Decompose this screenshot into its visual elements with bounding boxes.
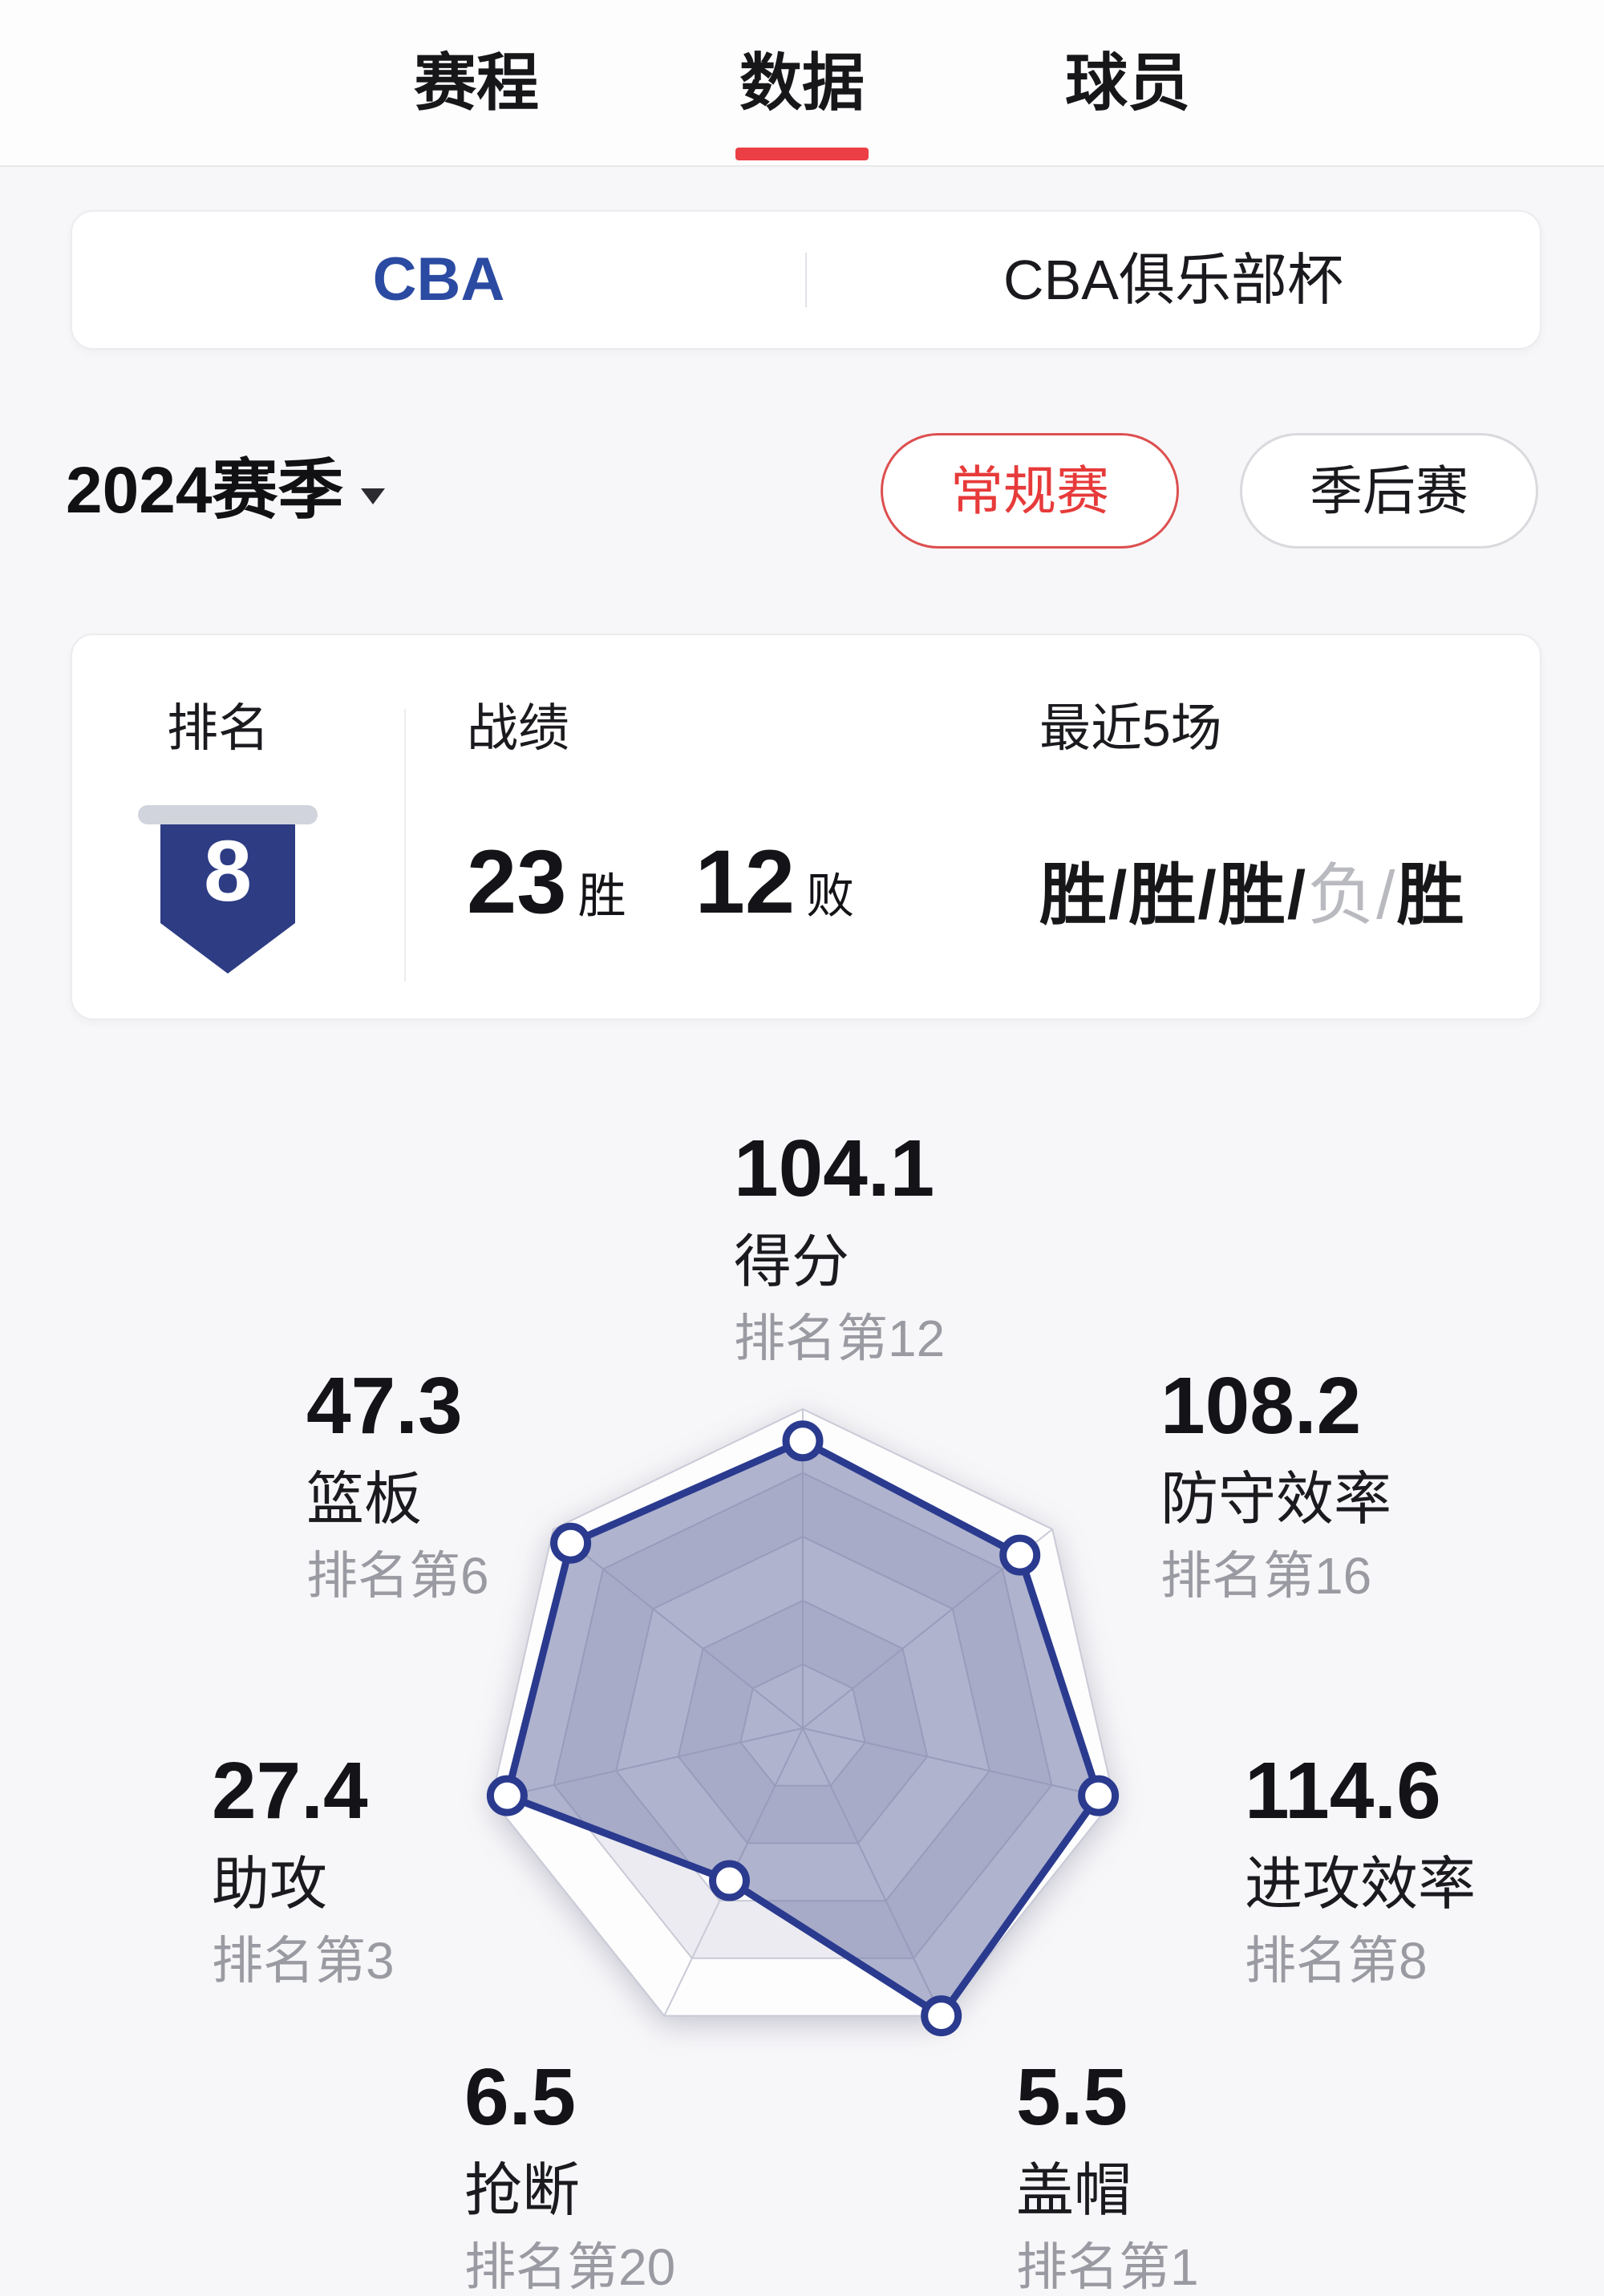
top-tab-bar: 赛程 数据 球员 (0, 0, 1604, 167)
radar-axis-blocks: 5.5 盖帽 排名第1 (1016, 2055, 1199, 2295)
rebounds-rank: 排名第6 (306, 1547, 489, 1606)
radar-axis-rebounds: 47.3 篮板 排名第6 (306, 1363, 489, 1604)
steals-value: 6.5 (464, 2052, 577, 2142)
last5-title: 最近5场 (1039, 699, 1222, 757)
offensive-rating-value: 114.6 (1245, 1746, 1441, 1836)
league-divider (805, 253, 807, 307)
radar-marker (999, 1534, 1041, 1576)
record-line: 23 胜 12 败 (467, 837, 854, 927)
last5-separator: / (1108, 857, 1129, 933)
last5-result: 胜 (1217, 857, 1287, 933)
record-title: 战绩 (467, 699, 569, 757)
rank-title: 排名 (167, 699, 269, 757)
active-tab-underline (735, 148, 869, 160)
last5-results: 胜 / 胜 / 胜 / 负 / 胜 (1039, 861, 1465, 929)
radar-axis-assists: 27.4 助攻 排名第3 (212, 1748, 395, 1989)
radar-marker (921, 1995, 962, 2037)
last5-separator: / (1197, 857, 1218, 933)
score-rank: 排名第12 (734, 1310, 946, 1368)
offensive-rating-rank: 排名第8 (1245, 1932, 1428, 1990)
last5-result: 胜 (1396, 857, 1466, 933)
radar-chart (486, 1407, 1120, 2037)
blocks-value: 5.5 (1016, 2052, 1128, 2142)
offensive-rating-label: 进攻效率 (1245, 1853, 1476, 1917)
rank-pennant-icon: 8 (160, 805, 295, 974)
tab-data-label: 数据 (739, 47, 865, 118)
radar-marker (550, 1522, 592, 1564)
blocks-rank: 排名第1 (1016, 2238, 1199, 2296)
radar-series-polygon (503, 1437, 1103, 2020)
defensive-rating-label: 防守效率 (1160, 1468, 1392, 1532)
assists-rank: 排名第3 (212, 1932, 395, 1990)
assists-label: 助攻 (212, 1853, 328, 1917)
rank-badge-bar (138, 805, 318, 824)
last5-result: 胜 (1128, 857, 1198, 933)
losses-unit: 败 (806, 869, 855, 923)
steals-rank: 排名第20 (464, 2238, 676, 2296)
radar-marker (782, 1420, 824, 1462)
league-switch-card: CBA CBA俱乐部杯 (71, 210, 1541, 350)
tab-players[interactable]: 球员 (1065, 47, 1191, 118)
radar-axis-score: 104.1 得分 排名第12 (734, 1126, 945, 1367)
playoffs-pill[interactable]: 季后赛 (1240, 433, 1538, 549)
radar-marker (708, 1860, 750, 1901)
chevron-down-icon (361, 488, 386, 504)
defensive-rating-rank: 排名第16 (1160, 1547, 1372, 1606)
last5-result: 负 (1307, 857, 1377, 933)
season-label: 2024赛季 (66, 454, 344, 527)
score-label: 得分 (734, 1230, 850, 1294)
season-row: 2024赛季 常规赛 季后赛 (0, 433, 1604, 549)
blocks-label: 盖帽 (1016, 2159, 1132, 2223)
rebounds-label: 篮板 (306, 1468, 423, 1532)
last5-separator: / (1286, 857, 1308, 933)
last5-separator: / (1376, 857, 1397, 933)
last5-result: 胜 (1039, 857, 1109, 933)
rank-value: 8 (203, 822, 253, 919)
radar-marker (486, 1775, 528, 1816)
summary-divider (404, 709, 406, 982)
rank-badge: 8 (138, 805, 318, 978)
tab-data[interactable]: 数据 (735, 51, 869, 160)
radar-marker (1078, 1775, 1120, 1816)
team-summary-card: 排名 8 战绩 23 胜 12 败 最近5场 胜 / 胜 / 胜 / 负 / 胜 (71, 634, 1541, 1020)
radar-axis-offensive-rating: 114.6 进攻效率 排名第8 (1245, 1748, 1476, 1989)
steals-label: 抢断 (464, 2159, 581, 2223)
radar-axis-steals: 6.5 抢断 排名第20 (464, 2055, 675, 2295)
league-option-cba-club-cup[interactable]: CBA俱乐部杯 (1003, 249, 1343, 311)
wins-value: 23 (467, 832, 567, 932)
league-option-cba[interactable]: CBA (372, 245, 505, 314)
rebounds-value: 47.3 (306, 1361, 463, 1451)
score-value: 104.1 (734, 1124, 935, 1213)
defensive-rating-value: 108.2 (1160, 1361, 1362, 1451)
wins-unit: 胜 (577, 869, 626, 923)
regular-season-pill[interactable]: 常规赛 (881, 433, 1179, 549)
tab-schedule[interactable]: 赛程 (413, 47, 539, 118)
season-dropdown[interactable]: 2024赛季 (66, 454, 386, 527)
assists-value: 27.4 (212, 1746, 368, 1836)
losses-value: 12 (695, 832, 796, 932)
radar-axis-defensive-rating: 108.2 防守效率 排名第16 (1160, 1363, 1391, 1604)
